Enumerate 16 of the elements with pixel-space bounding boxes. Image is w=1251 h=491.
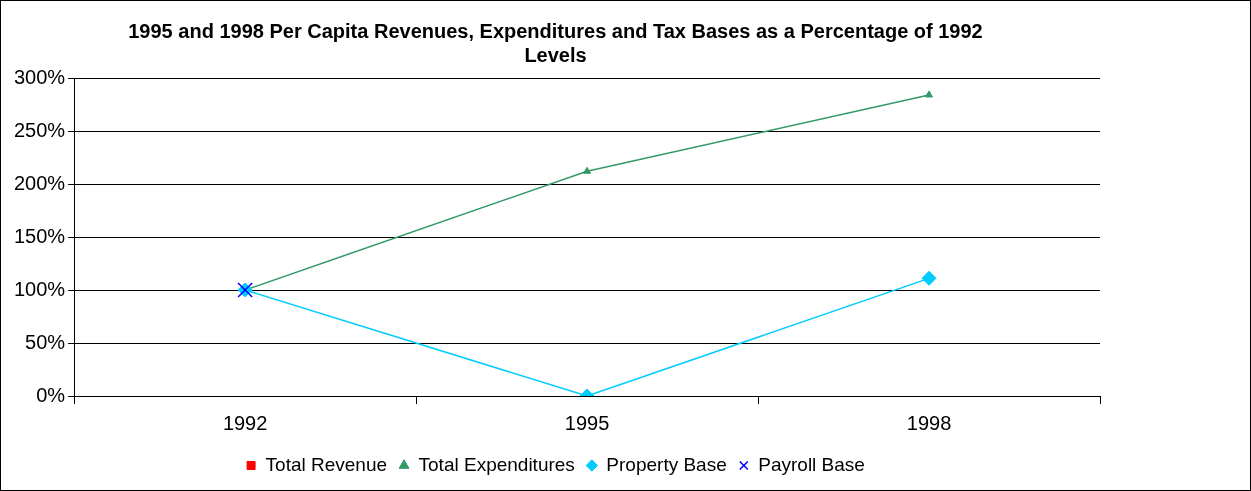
y-tick-label: 200% [14, 171, 66, 194]
y-tick-label: 100% [14, 277, 66, 300]
y-tick-label: 250% [14, 118, 66, 141]
y-tick-label: 300% [14, 65, 66, 88]
legend-label: Property Base [606, 453, 727, 475]
legend-label: Payroll Base [758, 453, 865, 475]
x-tick-label: 1995 [564, 411, 610, 434]
legend-label: Total Expenditures [418, 453, 575, 475]
x-tick-label: 1992 [222, 411, 268, 434]
x-tick-label: 1998 [906, 411, 952, 434]
chart-title: 1995 and 1998 Per Capita Revenues, Expenditures and Tax Bases as a Percentage of 1992 Levels [128, 19, 983, 66]
y-tick-label: 50% [25, 330, 66, 353]
legend-label: Total Revenue [265, 453, 388, 475]
y-tick-label: 150% [14, 224, 66, 247]
y-tick-label: 0% [36, 383, 66, 406]
point [921, 270, 937, 286]
